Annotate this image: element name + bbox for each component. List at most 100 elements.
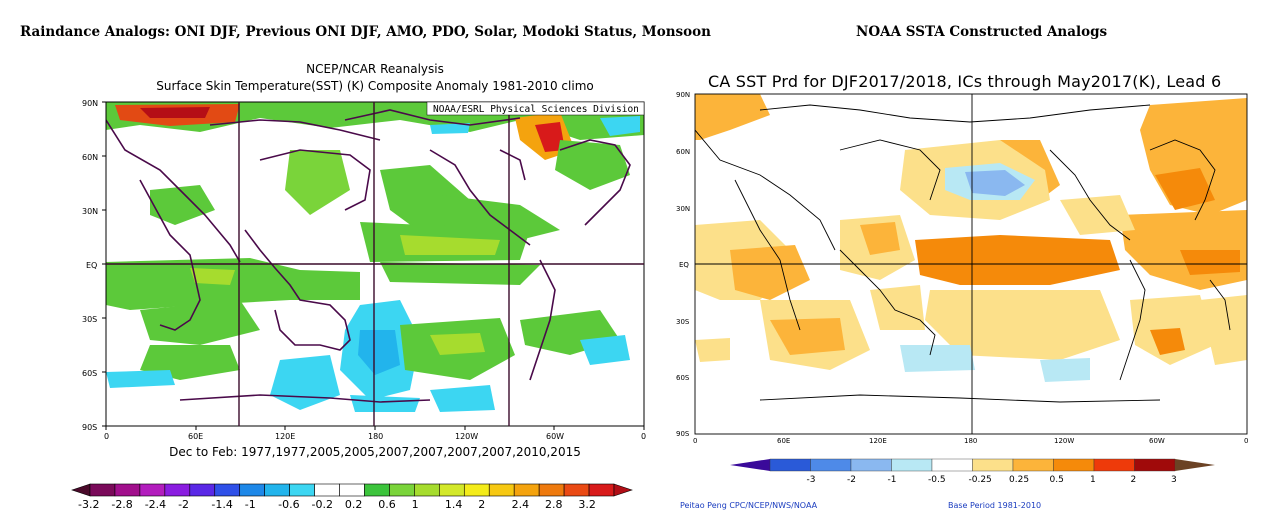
left-cb-label: -3.2 <box>78 498 99 511</box>
left-lat-90n: 90N <box>82 99 98 108</box>
right-cb-label: -2 <box>847 475 856 485</box>
right-header-title: NOAA SSTA Constructed Analogs <box>856 24 1108 40</box>
left-cb-cell <box>189 483 216 497</box>
right-cb-label: -3 <box>807 475 816 485</box>
left-cb-cell <box>214 483 241 497</box>
left-cb-cell <box>538 483 565 497</box>
left-lat-90s: 90S <box>82 423 97 432</box>
left-anomaly-map: NOAA/ESRL Physical Sciences Division 90N… <box>82 99 646 441</box>
left-map-title-line1: NCEP/NCAR Reanalysis <box>306 62 444 76</box>
left-colorbar: -3.2 -2.8 -2.4 -2 -1.4 -1 -0.6 -0.2 0.2 … <box>71 483 633 511</box>
left-cb-cell <box>414 483 440 497</box>
right-footnote-author: Peitao Peng CPC/NCEP/NWS/NOAA <box>680 501 818 510</box>
left-lon-60w: 60W <box>546 432 564 441</box>
left-cb-cell <box>364 483 390 497</box>
right-cb-cell <box>1093 458 1135 472</box>
left-cb-label: 0.2 <box>345 498 363 511</box>
right-cb-label: -0.25 <box>969 475 992 485</box>
right-cb-cell <box>850 458 892 472</box>
left-cb-cell <box>588 483 615 497</box>
right-lon-0: 0 <box>693 437 697 445</box>
left-cb-cell <box>389 483 415 497</box>
right-lon-60w: 60W <box>1149 437 1165 445</box>
right-lon-0-east: 0 <box>1244 437 1248 445</box>
left-cb-label: -2 <box>178 498 189 511</box>
right-cb-cell <box>810 458 852 472</box>
right-colorbar: -3 -2 -1 -0.5 -0.25 0.25 0.5 1 2 3 <box>730 458 1215 485</box>
left-cb-label: -2.8 <box>111 498 132 511</box>
left-cb-cell <box>513 483 540 497</box>
left-header-title: Raindance Analogs: ONI DJF, Previous ONI… <box>20 24 711 40</box>
right-cb-label: 0.25 <box>1009 475 1029 485</box>
left-cb-cell <box>164 483 191 497</box>
right-lon-60e: 60E <box>777 437 790 445</box>
left-cb-label: 0.6 <box>378 498 396 511</box>
left-lat-60s: 60S <box>82 369 97 378</box>
right-cb-cell <box>891 458 933 472</box>
right-cb-label: -1 <box>888 475 897 485</box>
right-cb-cell <box>1053 458 1095 472</box>
left-cb-label: -1 <box>245 498 256 511</box>
left-cb-cell <box>264 483 290 497</box>
right-lat-30s: 30S <box>676 318 690 326</box>
left-cb-cell <box>339 483 365 497</box>
right-cb-label: 3 <box>1171 475 1177 485</box>
right-cb-cell <box>769 458 811 472</box>
right-colorbar-labels: -3 -2 -1 -0.5 -0.25 0.25 0.5 1 2 3 <box>807 475 1177 485</box>
left-lon-180: 180 <box>368 432 383 441</box>
right-lat-60s: 60S <box>676 374 690 382</box>
left-cb-cell <box>563 483 590 497</box>
left-lon-60e: 60E <box>188 432 203 441</box>
right-lon-180: 180 <box>964 437 977 445</box>
left-cb-label: 3.2 <box>578 498 596 511</box>
left-map-title-line2: Surface Skin Temperature(SST) (K) Compos… <box>156 79 594 93</box>
left-cb-cell <box>289 483 315 497</box>
left-cb-label: 2.8 <box>545 498 563 511</box>
left-cb-cell <box>114 483 141 497</box>
left-cb-cell <box>239 483 265 497</box>
right-lon-labels: 0 60E 120E 180 120W 60W 0 <box>693 437 1248 445</box>
right-lon-120w: 120W <box>1054 437 1074 445</box>
left-lat-eq: EQ <box>86 261 97 270</box>
right-footnote-base-period: Base Period 1981-2010 <box>948 501 1042 510</box>
right-cb-cell <box>1134 458 1176 472</box>
left-cb-end-low <box>71 483 91 497</box>
right-lat-90n: 90N <box>676 91 690 99</box>
left-lon-120e: 120E <box>275 432 295 441</box>
right-forecast-map: 90N 60N 30N EQ 30S 60S 90S 0 60E 120E 18… <box>676 91 1248 445</box>
left-cb-cell <box>439 483 465 497</box>
left-cb-cell <box>463 483 490 497</box>
right-cb-cell <box>931 458 973 472</box>
right-lat-eq: EQ <box>679 261 689 269</box>
left-cb-label: -0.2 <box>312 498 333 511</box>
left-colorbar-labels: -3.2 -2.8 -2.4 -2 -1.4 -1 -0.6 -0.2 0.2 … <box>78 498 596 511</box>
left-cb-label: -2.4 <box>145 498 166 511</box>
left-lon-120w: 120W <box>455 432 478 441</box>
right-cb-label: 1 <box>1090 475 1096 485</box>
right-cb-label: -0.5 <box>928 475 946 485</box>
right-lat-60n: 60N <box>676 148 690 156</box>
left-cb-label: 2.4 <box>512 498 530 511</box>
right-lat-90s: 90S <box>676 430 690 438</box>
left-cb-label: -0.6 <box>278 498 299 511</box>
right-cb-end-high <box>1175 459 1215 471</box>
left-lon-0-east: 0 <box>641 432 646 441</box>
right-map-title: CA SST Prd for DJF2017/2018, ICs through… <box>708 72 1222 91</box>
left-cb-label: 1.4 <box>445 498 463 511</box>
right-lat-labels: 90N 60N 30N EQ 30S 60S 90S <box>676 91 690 438</box>
left-lon-labels: 0 60E 120E 180 120W 60W 0 <box>104 432 646 441</box>
left-cb-label: 2 <box>478 498 485 511</box>
left-lat-labels: 90N 60N 30N EQ 30S 60S 90S <box>82 99 98 432</box>
left-cb-cell <box>139 483 166 497</box>
left-map-attribution: NOAA/ESRL Physical Sciences Division <box>433 104 639 115</box>
right-cb-cell <box>972 458 1014 472</box>
right-cb-end-low <box>730 459 770 471</box>
left-cb-end-high <box>613 483 633 497</box>
left-lat-60n: 60N <box>82 153 98 162</box>
right-cb-label: 2 <box>1131 475 1137 485</box>
left-lat-30n: 30N <box>82 207 98 216</box>
left-cb-cell <box>488 483 515 497</box>
right-lon-120e: 120E <box>869 437 887 445</box>
left-cb-label: -1.4 <box>211 498 232 511</box>
